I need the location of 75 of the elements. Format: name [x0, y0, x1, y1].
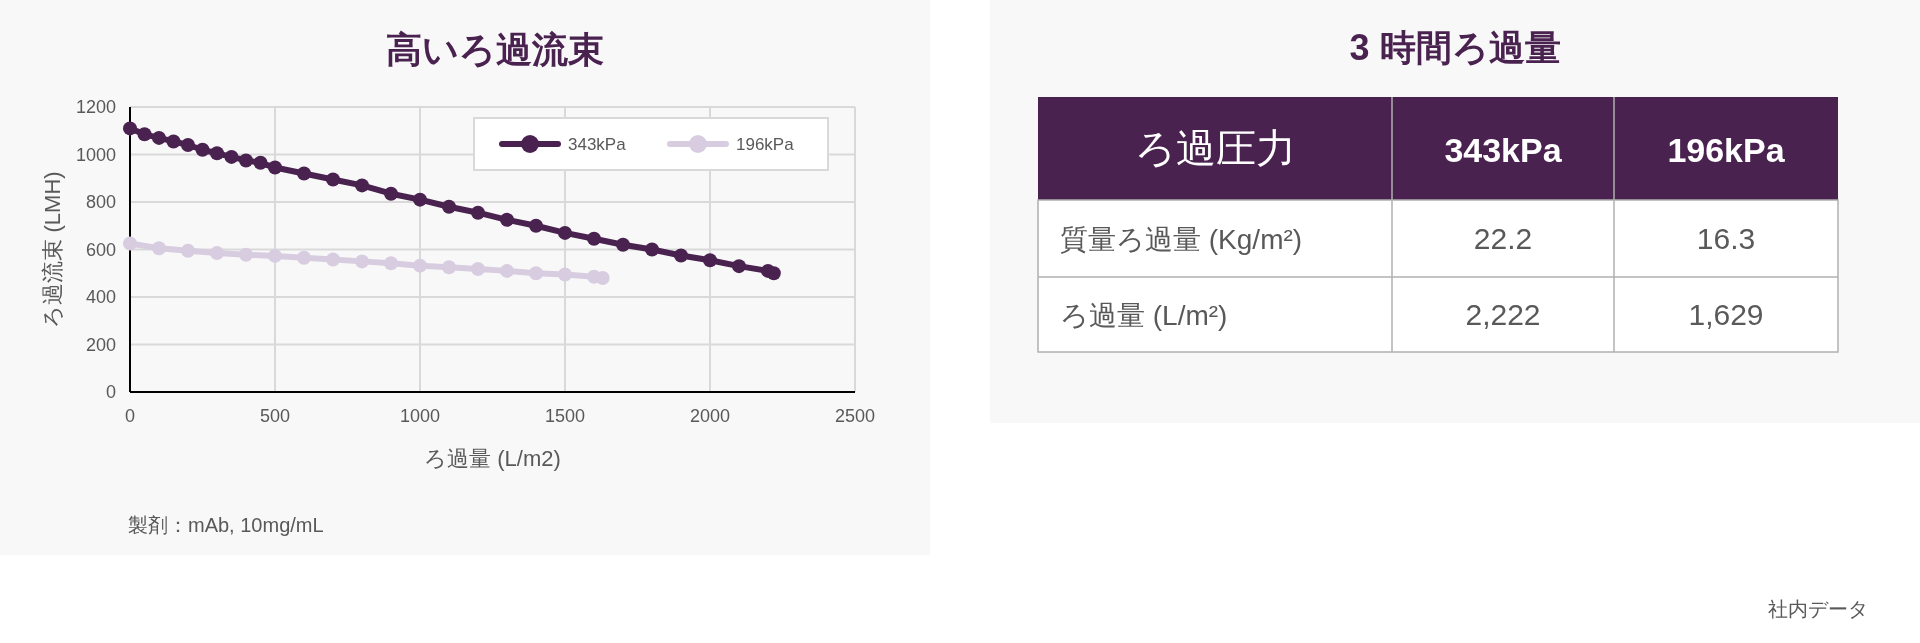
text: 2,222 [1465, 297, 1541, 331]
text: 3 時間ろ過量 [1349, 27, 1561, 68]
point [268, 248, 282, 263]
point [152, 130, 166, 145]
y-tick-label: 1000 [75, 144, 116, 165]
x-axis-title: ろ過量 (L/m2) [424, 446, 561, 471]
category-label: 343kPa [1444, 130, 1563, 169]
x-tick-label: 0 [124, 406, 136, 426]
point [442, 199, 456, 214]
y-tick-label: 600 [85, 239, 116, 260]
point [355, 254, 369, 269]
point [326, 172, 340, 187]
point [766, 266, 781, 281]
text: 製剤：mAb, 10mg/mL [128, 514, 324, 536]
point [181, 243, 195, 258]
point [326, 252, 340, 267]
point [500, 263, 514, 278]
y-axis-title: ろ過流束 (LMH) [40, 171, 65, 328]
text: 16.3 [1696, 221, 1756, 255]
x-tick-label: 500 [259, 406, 291, 426]
point [703, 253, 717, 268]
point [529, 218, 543, 233]
point [529, 266, 543, 281]
category-label: ろ過圧力 [1134, 125, 1296, 170]
point [239, 153, 253, 168]
point [123, 121, 137, 136]
point [674, 248, 688, 263]
point [413, 192, 427, 207]
point [732, 259, 746, 274]
point [558, 267, 572, 282]
point [152, 241, 166, 256]
point [616, 237, 630, 252]
point [384, 256, 398, 271]
point [137, 127, 152, 142]
point [500, 212, 514, 227]
text: 社内データ [1768, 598, 1868, 620]
point [297, 166, 311, 181]
y-tick-label: 1200 [75, 97, 116, 117]
point [297, 250, 311, 265]
point [195, 142, 210, 157]
y-tick-label: 400 [85, 287, 116, 307]
point [181, 138, 195, 152]
point [587, 231, 601, 246]
x-tick-label: 1500 [544, 406, 586, 426]
point [471, 261, 485, 276]
category-label: ろ過量 (L/m²) [1060, 299, 1228, 331]
x-tick-label: 1000 [399, 406, 441, 426]
category-label: 質量ろ過量 (Kg/m²) [1060, 223, 1303, 255]
point [239, 247, 253, 262]
point [210, 146, 224, 161]
point [413, 258, 427, 273]
point [355, 178, 369, 193]
point [166, 134, 181, 149]
point [558, 225, 572, 240]
chart-title: 高いろ過流束 [386, 29, 604, 70]
point [442, 260, 456, 275]
point [123, 236, 137, 251]
point [253, 155, 268, 170]
y-tick-label: 800 [85, 192, 116, 212]
point [645, 242, 659, 257]
point [471, 205, 485, 220]
y-tick-label: 0 [105, 382, 116, 402]
text: 1,629 [1688, 297, 1764, 331]
y-tick-label: 200 [85, 334, 116, 355]
text: 22.2 [1473, 221, 1533, 255]
point [595, 271, 610, 285]
point [210, 246, 224, 261]
category-label: 196kPa [1667, 130, 1786, 169]
point [268, 160, 282, 175]
x-tick-label: 2000 [689, 406, 731, 426]
point [384, 186, 398, 201]
x-tick-label: 2500 [834, 406, 876, 426]
point [224, 149, 239, 164]
legend-label: 343kPa [568, 135, 627, 154]
legend-label: 196kPa [736, 135, 795, 154]
